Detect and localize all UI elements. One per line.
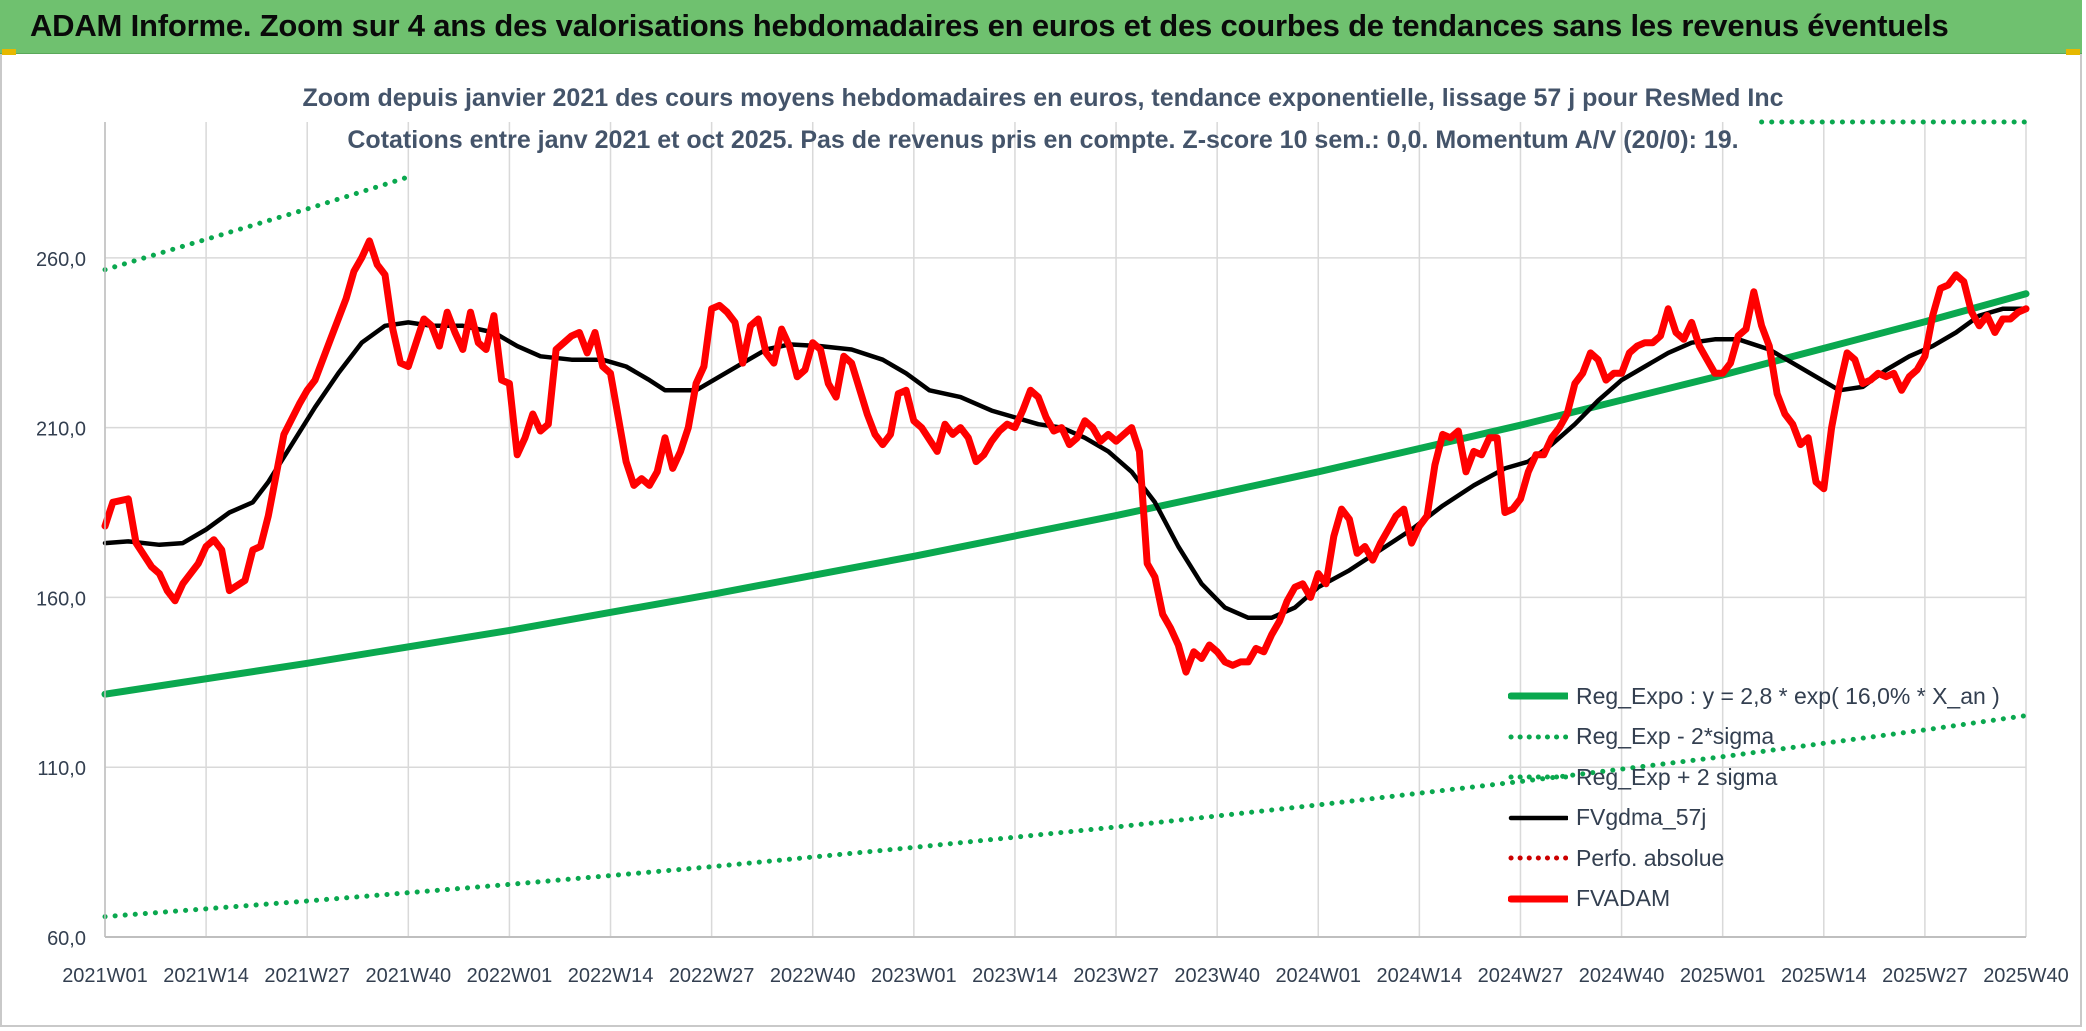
series-reg-exp-2-sigma-line bbox=[102, 174, 415, 273]
legend-label: FVgdma_57j bbox=[1576, 804, 1707, 831]
x-tick-label: 2022W14 bbox=[568, 965, 654, 987]
legend-label: FVADAM bbox=[1576, 885, 1671, 912]
x-tick-label: 2024W14 bbox=[1377, 965, 1463, 987]
grid-layer bbox=[104, 122, 2027, 938]
chart-legend: Reg_Expo : y = 2,8 * exp( 16,0% * X_an )… bbox=[1508, 676, 2028, 919]
y-tick-label: 210,0 bbox=[36, 419, 86, 441]
x-tick-label: 2023W27 bbox=[1073, 965, 1159, 987]
x-tick-label: 2023W01 bbox=[871, 965, 957, 987]
x-tick-label: 2025W40 bbox=[1983, 965, 2069, 987]
x-tick-label: 2023W14 bbox=[972, 965, 1058, 987]
series-fvgdma-57j-line bbox=[102, 306, 2029, 621]
title-banner: ADAM Informe. Zoom sur 4 ans des valoris… bbox=[0, 0, 2082, 54]
x-tick-label: 2021W27 bbox=[264, 965, 350, 987]
y-tick-label: 260,0 bbox=[36, 249, 86, 271]
legend-item: Reg_Exp - 2*sigma bbox=[1508, 717, 2028, 758]
x-tick-label: 2023W40 bbox=[1174, 965, 1260, 987]
legend-label: Reg_Expo : y = 2,8 * exp( 16,0% * X_an ) bbox=[1576, 682, 2000, 709]
legend-label: Perfo. absolue bbox=[1576, 844, 1725, 871]
x-tick-label: 2022W01 bbox=[467, 965, 553, 987]
series-reg-expo-y-2-8-exp-16-0-x-an-group bbox=[101, 290, 2030, 698]
x-tick-label: 2024W27 bbox=[1478, 965, 1564, 987]
x-tick-label: 2022W27 bbox=[669, 965, 755, 987]
series-fvadam-group bbox=[101, 237, 2030, 676]
legend-swatch bbox=[1508, 815, 1568, 820]
series-layer bbox=[101, 119, 2030, 920]
x-tick-label: 2025W27 bbox=[1882, 965, 1968, 987]
axis-layer: 60,0 110,0 160,0 210,0 260,0 2021W01 2021W14 20… bbox=[36, 122, 2069, 987]
legend-swatch bbox=[1508, 692, 1568, 700]
legend-item: Perfo. absolue bbox=[1508, 838, 2028, 879]
corner-mark-right bbox=[2066, 49, 2080, 55]
legend-item: Reg_Expo : y = 2,8 * exp( 16,0% * X_an ) bbox=[1508, 676, 2028, 717]
x-tick-label: 2021W14 bbox=[163, 965, 249, 987]
series-fvadam-line bbox=[101, 237, 2030, 676]
y-tick-label: 60,0 bbox=[47, 928, 86, 950]
chart-subtitle-line2: Cotations entre janv 2021 et oct 2025. P… bbox=[347, 126, 1739, 154]
corner-mark-left bbox=[2, 49, 16, 55]
legend-item: FVgdma_57j bbox=[1508, 798, 2028, 839]
chart-subtitle-line1: Zoom depuis janvier 2021 des cours moyen… bbox=[302, 84, 1784, 112]
legend-item: FVADAM bbox=[1508, 879, 2028, 920]
legend-swatch bbox=[1508, 734, 1568, 740]
series-reg-exp-2-sigma-group bbox=[102, 119, 2029, 273]
y-tick-label: 160,0 bbox=[36, 588, 86, 610]
x-tick-label: 2022W40 bbox=[770, 965, 856, 987]
legend-label: Reg_Exp - 2*sigma bbox=[1576, 723, 1775, 750]
x-tick-label: 2021W01 bbox=[62, 965, 148, 987]
legend-label: Reg_Exp + 2 sigma bbox=[1576, 763, 1778, 790]
banner-title: ADAM Informe. Zoom sur 4 ans des valoris… bbox=[30, 8, 1949, 43]
x-tick-label: 2025W14 bbox=[1781, 965, 1867, 987]
x-tick-label: 2025W01 bbox=[1680, 965, 1766, 987]
legend-swatch bbox=[1508, 774, 1568, 780]
legend-item: Reg_Exp + 2 sigma bbox=[1508, 757, 2028, 798]
legend-swatch bbox=[1508, 855, 1568, 861]
series-reg-expo-y-2-8-exp-16-0-x-an-line bbox=[101, 290, 2030, 698]
y-tick-label: 110,0 bbox=[37, 758, 86, 780]
x-tick-label: 2024W40 bbox=[1579, 965, 1665, 987]
series-fvgdma-57j-group bbox=[102, 306, 2029, 621]
legend-swatch bbox=[1508, 895, 1568, 903]
x-tick-label: 2024W01 bbox=[1275, 965, 1361, 987]
x-tick-label: 2021W40 bbox=[366, 965, 452, 987]
